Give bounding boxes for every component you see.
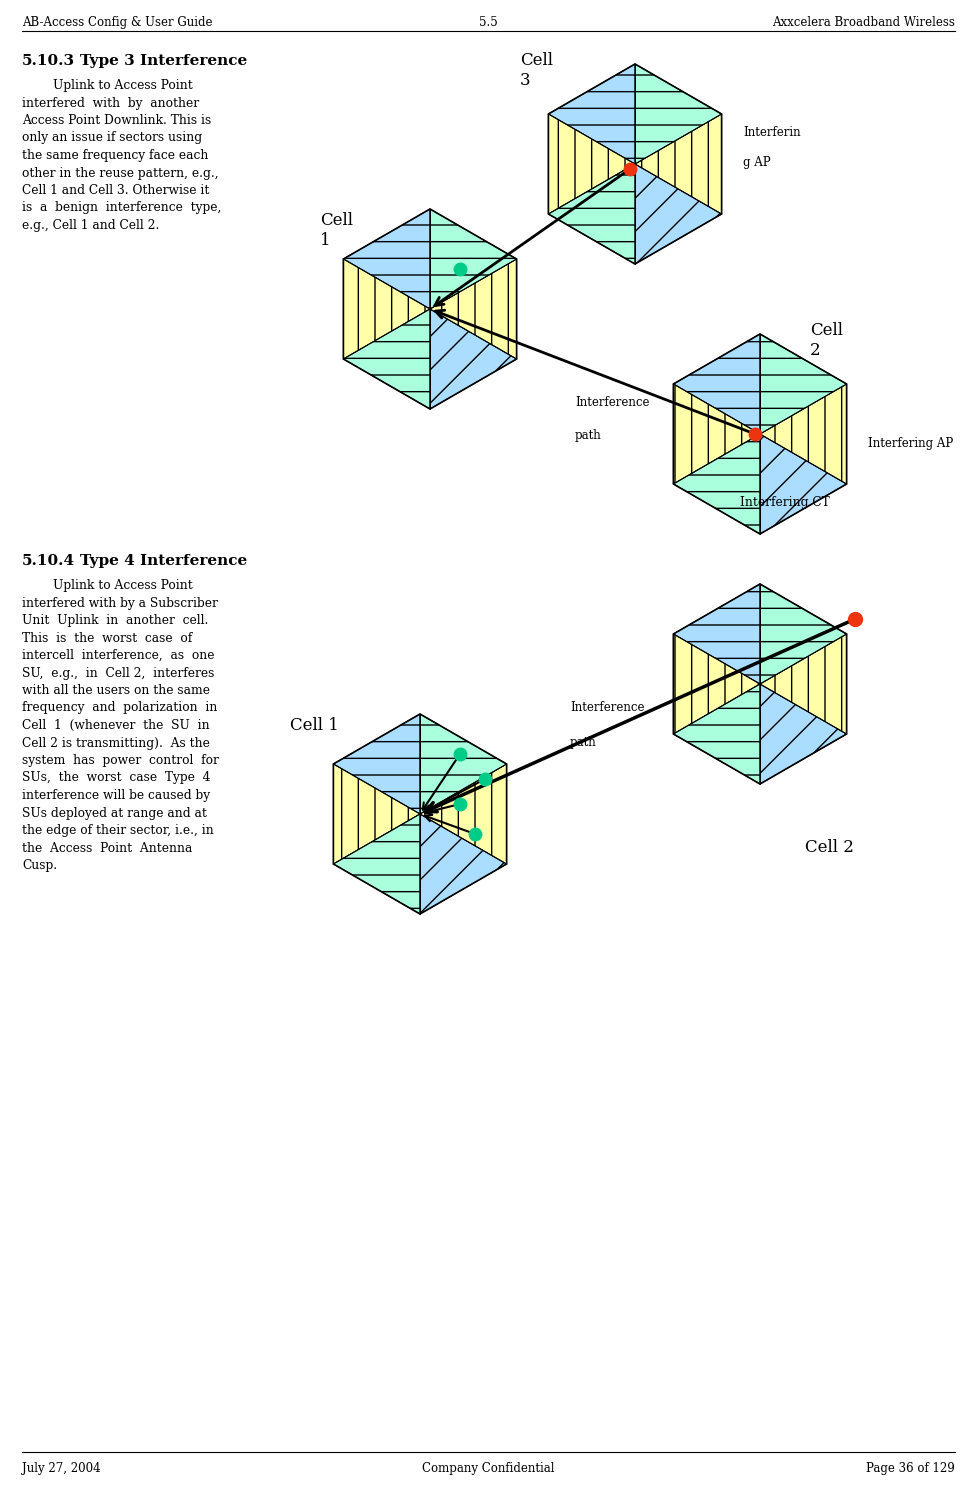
Polygon shape [673, 584, 760, 684]
Text: 5.10.3: 5.10.3 [22, 54, 75, 69]
Polygon shape [343, 309, 430, 409]
Text: July 27, 2004: July 27, 2004 [22, 1463, 101, 1475]
Polygon shape [760, 633, 847, 734]
Polygon shape [548, 114, 635, 214]
Text: 5.5: 5.5 [479, 16, 497, 28]
Text: AB-Access Config & User Guide: AB-Access Config & User Guide [22, 16, 213, 28]
Polygon shape [673, 433, 760, 533]
Text: Page 36 of 129: Page 36 of 129 [867, 1463, 955, 1475]
Polygon shape [430, 258, 517, 359]
Polygon shape [760, 384, 847, 484]
Polygon shape [333, 763, 420, 864]
Text: Cell 2: Cell 2 [805, 840, 854, 856]
Text: Interfering AP: Interfering AP [868, 438, 954, 451]
Polygon shape [343, 258, 430, 359]
Polygon shape [548, 164, 635, 264]
Polygon shape [673, 335, 760, 433]
Text: Cell
1: Cell 1 [320, 212, 353, 249]
Text: Company Confidential: Company Confidential [422, 1463, 554, 1475]
Polygon shape [673, 384, 760, 484]
Text: path: path [570, 737, 597, 748]
Text: Interfering CT: Interfering CT [740, 496, 829, 509]
Text: Interferin: Interferin [743, 125, 800, 139]
Text: Type 3 Interference: Type 3 Interference [80, 54, 247, 69]
Text: 5.10.4: 5.10.4 [22, 554, 75, 568]
Text: Cell 1: Cell 1 [290, 717, 339, 734]
Text: Uplink to Access Point
interfered  with  by  another
Access Point Downlink. This: Uplink to Access Point interfered with b… [22, 79, 222, 232]
Polygon shape [420, 763, 507, 864]
Polygon shape [760, 335, 847, 433]
Polygon shape [333, 814, 420, 914]
Text: path: path [575, 429, 602, 442]
Polygon shape [430, 209, 517, 309]
Polygon shape [760, 584, 847, 684]
Polygon shape [420, 814, 507, 914]
Polygon shape [430, 309, 517, 409]
Polygon shape [420, 714, 507, 814]
Polygon shape [635, 114, 722, 214]
Polygon shape [760, 433, 847, 533]
Text: Interference: Interference [575, 396, 650, 409]
Polygon shape [673, 684, 760, 784]
Polygon shape [548, 64, 635, 164]
Polygon shape [760, 684, 847, 784]
Text: Interference: Interference [570, 701, 645, 714]
Text: g AP: g AP [743, 155, 771, 169]
Text: Uplink to Access Point
interfered with by a Subscriber
Unit  Uplink  in  another: Uplink to Access Point interfered with b… [22, 580, 219, 872]
Text: Axxcelera Broadband Wireless: Axxcelera Broadband Wireless [772, 16, 955, 28]
Polygon shape [673, 633, 760, 734]
Polygon shape [343, 209, 430, 309]
Polygon shape [333, 714, 420, 814]
Text: Type 4 Interference: Type 4 Interference [80, 554, 247, 568]
Polygon shape [635, 64, 722, 164]
Text: Cell
3: Cell 3 [520, 52, 553, 90]
Polygon shape [635, 164, 722, 264]
Text: Cell
2: Cell 2 [810, 323, 843, 359]
